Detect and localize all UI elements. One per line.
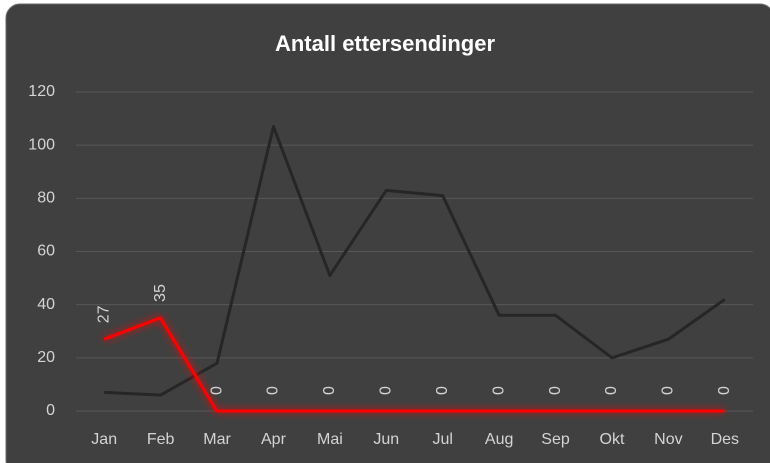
y-tick-label: 40	[37, 296, 55, 313]
data-label: 0	[321, 386, 338, 395]
data-label: 35	[152, 284, 169, 302]
data-label: 0	[716, 386, 733, 395]
chart-title: Antall ettersendinger	[275, 31, 495, 56]
y-tick-label: 80	[37, 190, 55, 207]
plot: 27 35 0 0 0 0 0 0 0 0 0 0	[95, 125, 733, 413]
y-tick-label: 60	[37, 243, 55, 260]
data-label: 27	[95, 305, 112, 323]
x-tick-label: Jun	[373, 431, 399, 448]
x-tick-label: Feb	[147, 431, 175, 448]
data-label: 0	[208, 386, 225, 395]
x-tick-label: Nov	[654, 431, 682, 448]
data-label: 0	[434, 386, 451, 395]
data-label: 0	[660, 386, 677, 395]
chart-background	[5, 3, 770, 463]
x-tick-label: Des	[711, 431, 739, 448]
x-tick-label: Mar	[203, 431, 231, 448]
x-tick-label: Jul	[432, 431, 452, 448]
data-label: 0	[490, 386, 507, 395]
x-tick-label: Aug	[485, 431, 513, 448]
line-series	[103, 316, 725, 413]
y-tick-label: 20	[37, 349, 55, 366]
data-label: 0	[378, 386, 395, 395]
data-label: 0	[265, 386, 282, 395]
x-tick-label: Apr	[261, 431, 287, 448]
line-series	[104, 125, 726, 397]
y-tick-label: 100	[28, 136, 55, 153]
y-tick-label: 0	[46, 402, 55, 419]
x-tick-label: Jan	[91, 431, 117, 448]
x-tick-label: Sep	[541, 431, 570, 448]
x-tick-label: Okt	[600, 431, 625, 448]
data-label: 0	[547, 386, 564, 395]
x-tick-label: Mai	[317, 431, 343, 448]
y-tick-label: 120	[28, 83, 55, 100]
data-label: 0	[603, 386, 620, 395]
